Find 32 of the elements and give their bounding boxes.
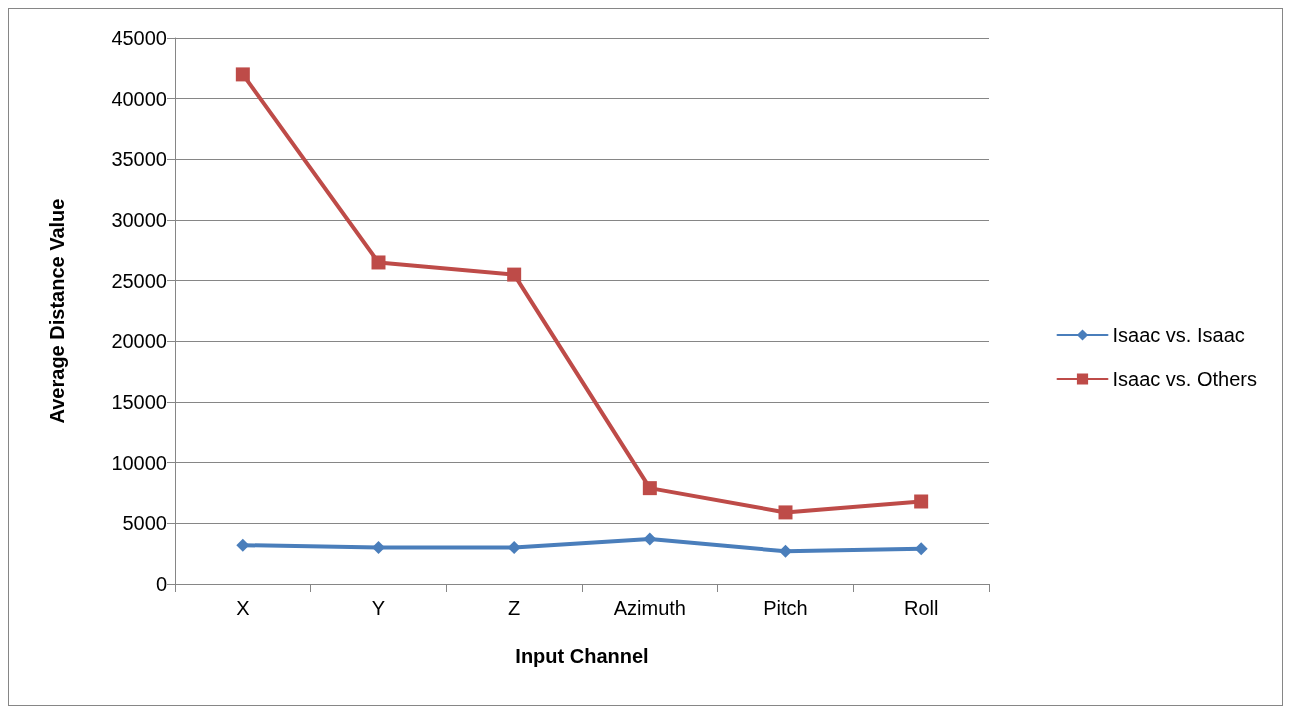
x-tick-label: Roll bbox=[903, 597, 939, 619]
legend-label: Isaac vs. Isaac bbox=[1112, 324, 1245, 346]
point bbox=[914, 542, 928, 556]
point bbox=[235, 67, 250, 82]
y-tick-label: 30000 bbox=[111, 209, 167, 231]
x-tick-label: Z bbox=[508, 597, 521, 619]
y-axis-title: Average Distance Value bbox=[46, 198, 68, 424]
y-tick-label: 20000 bbox=[111, 330, 167, 353]
point bbox=[372, 541, 385, 555]
legend-label: Isaac vs. Others bbox=[1112, 368, 1258, 390]
y-tick-label: 5000 bbox=[122, 512, 167, 535]
y-tick-label: 10000 bbox=[111, 451, 167, 474]
y-tick-label: 0 bbox=[155, 573, 167, 595]
y-tick-label: 35000 bbox=[111, 148, 167, 171]
point bbox=[371, 255, 386, 270]
point bbox=[778, 505, 793, 520]
x-axis-title: Input Channel bbox=[515, 645, 649, 667]
point bbox=[507, 541, 521, 555]
x-tick-label: Y bbox=[371, 597, 386, 619]
point bbox=[779, 544, 792, 558]
x-tick-label: X bbox=[236, 597, 250, 619]
y-tick-label: 25000 bbox=[111, 269, 167, 292]
point bbox=[914, 494, 929, 509]
point bbox=[642, 481, 657, 496]
point bbox=[507, 267, 522, 282]
y-tick-label: 40000 bbox=[111, 87, 167, 110]
y-tick-label: 15000 bbox=[111, 391, 167, 413]
x-tick-label: Pitch bbox=[763, 597, 808, 619]
x-tick-label: Azimuth bbox=[613, 597, 686, 619]
point bbox=[236, 538, 250, 552]
point bbox=[643, 532, 657, 546]
y-tick-label: 45000 bbox=[111, 27, 167, 49]
